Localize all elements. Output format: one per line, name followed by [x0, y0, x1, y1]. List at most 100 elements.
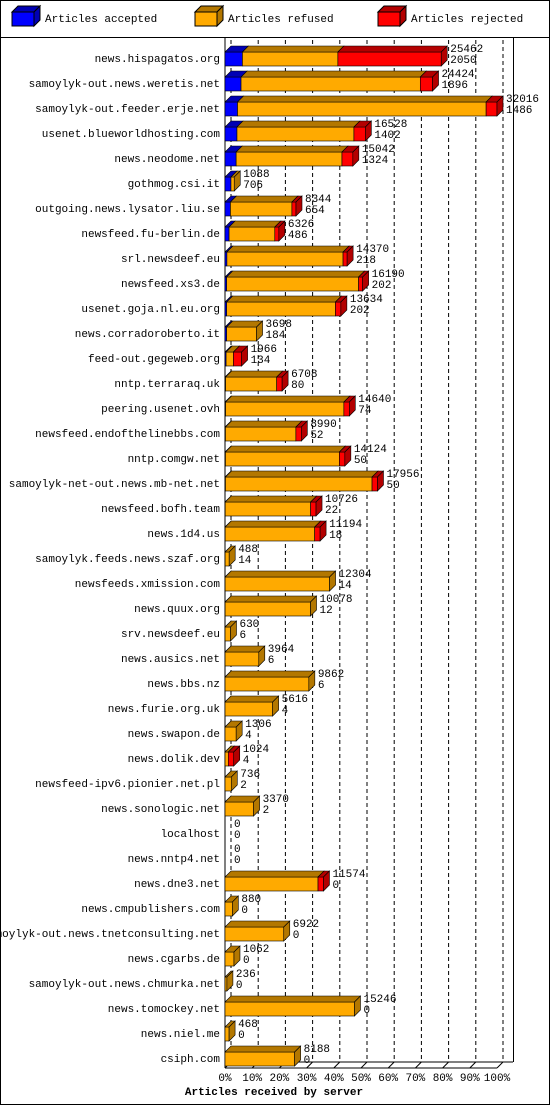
category-label: csiph.com: [161, 1054, 221, 1066]
bar-side: [278, 220, 286, 242]
category-label: news.dne3.net: [134, 879, 220, 891]
accepted-label: 0: [243, 955, 250, 967]
x-axis-label: Articles received by server: [185, 1087, 363, 1099]
bar-side: [228, 545, 236, 567]
bar-segment-top: [225, 270, 366, 278]
bar-segment: [224, 201, 231, 217]
total-label: 15246: [363, 994, 396, 1006]
x-tick-label: 70%: [405, 1073, 425, 1085]
accepted-label: 0: [304, 1055, 311, 1067]
bar-segment: [225, 376, 277, 392]
accepted-label: 0: [238, 1030, 245, 1042]
category-label: samoylyk-out.feeder.erje.net: [35, 104, 220, 116]
bar-segment: [226, 251, 344, 267]
total-label: 14124: [354, 444, 387, 456]
bar-segment-top: [224, 920, 291, 928]
bar-segment: [224, 726, 237, 742]
bar-segment: [314, 526, 321, 542]
total-label: 3698: [266, 319, 292, 331]
bar-segment: [224, 651, 260, 667]
bar-segment: [224, 501, 311, 517]
bar-segment: [485, 101, 498, 117]
total-label: 1306: [245, 719, 271, 731]
category-label: gothmog.csi.it: [128, 179, 220, 191]
bar-segment: [224, 701, 273, 717]
bar-segment: [371, 476, 378, 492]
category-label: feed-out.gegeweb.org: [88, 354, 220, 366]
bar-side: [365, 120, 372, 142]
total-label: 10726: [325, 494, 358, 506]
bar-side: [340, 295, 348, 317]
bar-segment: [274, 226, 280, 242]
accepted-label: 218: [356, 255, 376, 267]
bar-segment: [230, 176, 235, 192]
x-tick: [387, 1061, 395, 1069]
accepted-label: 202: [350, 305, 370, 317]
bar-segment: [225, 476, 373, 492]
bar-segment: [310, 501, 317, 517]
accepted-label: 486: [288, 230, 308, 242]
bar-segment: [224, 151, 237, 167]
accepted-label: 4: [282, 705, 289, 717]
bar-segment: [317, 876, 324, 892]
bar-side: [230, 620, 237, 642]
bar-segment-top: [224, 670, 316, 678]
legend-swatch: [194, 11, 218, 27]
accepted-label: 0: [293, 930, 300, 942]
bar-segment-top: [224, 995, 362, 1003]
category-label: news.niel.me: [141, 1029, 220, 1041]
bar-side: [310, 595, 317, 617]
category-label: usenet.blueworldhosting.com: [42, 129, 221, 141]
total-label: 16528: [374, 119, 407, 131]
bar-segment: [233, 351, 242, 367]
x-tick: [360, 1061, 368, 1069]
category-label: news.neodome.net: [114, 154, 220, 166]
bar-segment: [224, 901, 233, 917]
bar-segment-top: [226, 245, 350, 253]
category-label: news.hispagatos.org: [95, 54, 220, 66]
accepted-label: 1486: [506, 105, 532, 117]
x-tick-label: 60%: [378, 1073, 398, 1085]
category-label: srl.newsdeef.eu: [121, 254, 220, 266]
bar-segment: [224, 601, 311, 617]
bar-segment: [224, 576, 330, 592]
category-label: newsfeed.bofh.team: [101, 504, 220, 516]
bar-side: [301, 420, 308, 442]
bar-side: [323, 870, 330, 892]
bar-segment-top: [241, 45, 345, 53]
bar-segment: [226, 301, 336, 317]
legend-label: Articles rejected: [411, 14, 523, 26]
category-label: newsfeed.endofthelinebbs.com: [35, 429, 220, 441]
total-label: 5616: [282, 694, 308, 706]
total-label: 3964: [268, 644, 295, 656]
bar-segment-top: [224, 870, 325, 878]
accepted-label: 12: [320, 605, 333, 617]
bar-side: [233, 945, 241, 967]
bar-segment: [342, 251, 348, 267]
category-label: srv.newsdeef.eu: [121, 629, 220, 641]
accepted-label: 2050: [450, 55, 476, 67]
total-label: 11194: [329, 519, 362, 531]
accepted-label: 2: [240, 780, 247, 792]
accepted-label: 14: [339, 580, 353, 592]
total-label: 12304: [339, 569, 372, 581]
legend-swatch: [11, 11, 35, 27]
bar-side: [241, 345, 248, 367]
accepted-label: 4: [243, 755, 250, 767]
bar-side: [319, 520, 327, 542]
bar-segment: [224, 801, 254, 817]
total-label: 6326: [288, 219, 314, 231]
bar-segment: [335, 301, 342, 317]
bar-side: [233, 170, 241, 192]
total-label: 11574: [332, 869, 365, 881]
bar-segment-top: [228, 220, 282, 228]
bar-segment-top: [224, 470, 379, 478]
bar-segment: [276, 376, 283, 392]
bar-side: [432, 70, 439, 92]
bar-segment-top: [224, 595, 318, 603]
total-label: 15042: [362, 144, 395, 156]
bar-segment-top: [225, 295, 343, 303]
total-label: 14640: [358, 394, 391, 406]
bar-segment: [224, 51, 243, 67]
